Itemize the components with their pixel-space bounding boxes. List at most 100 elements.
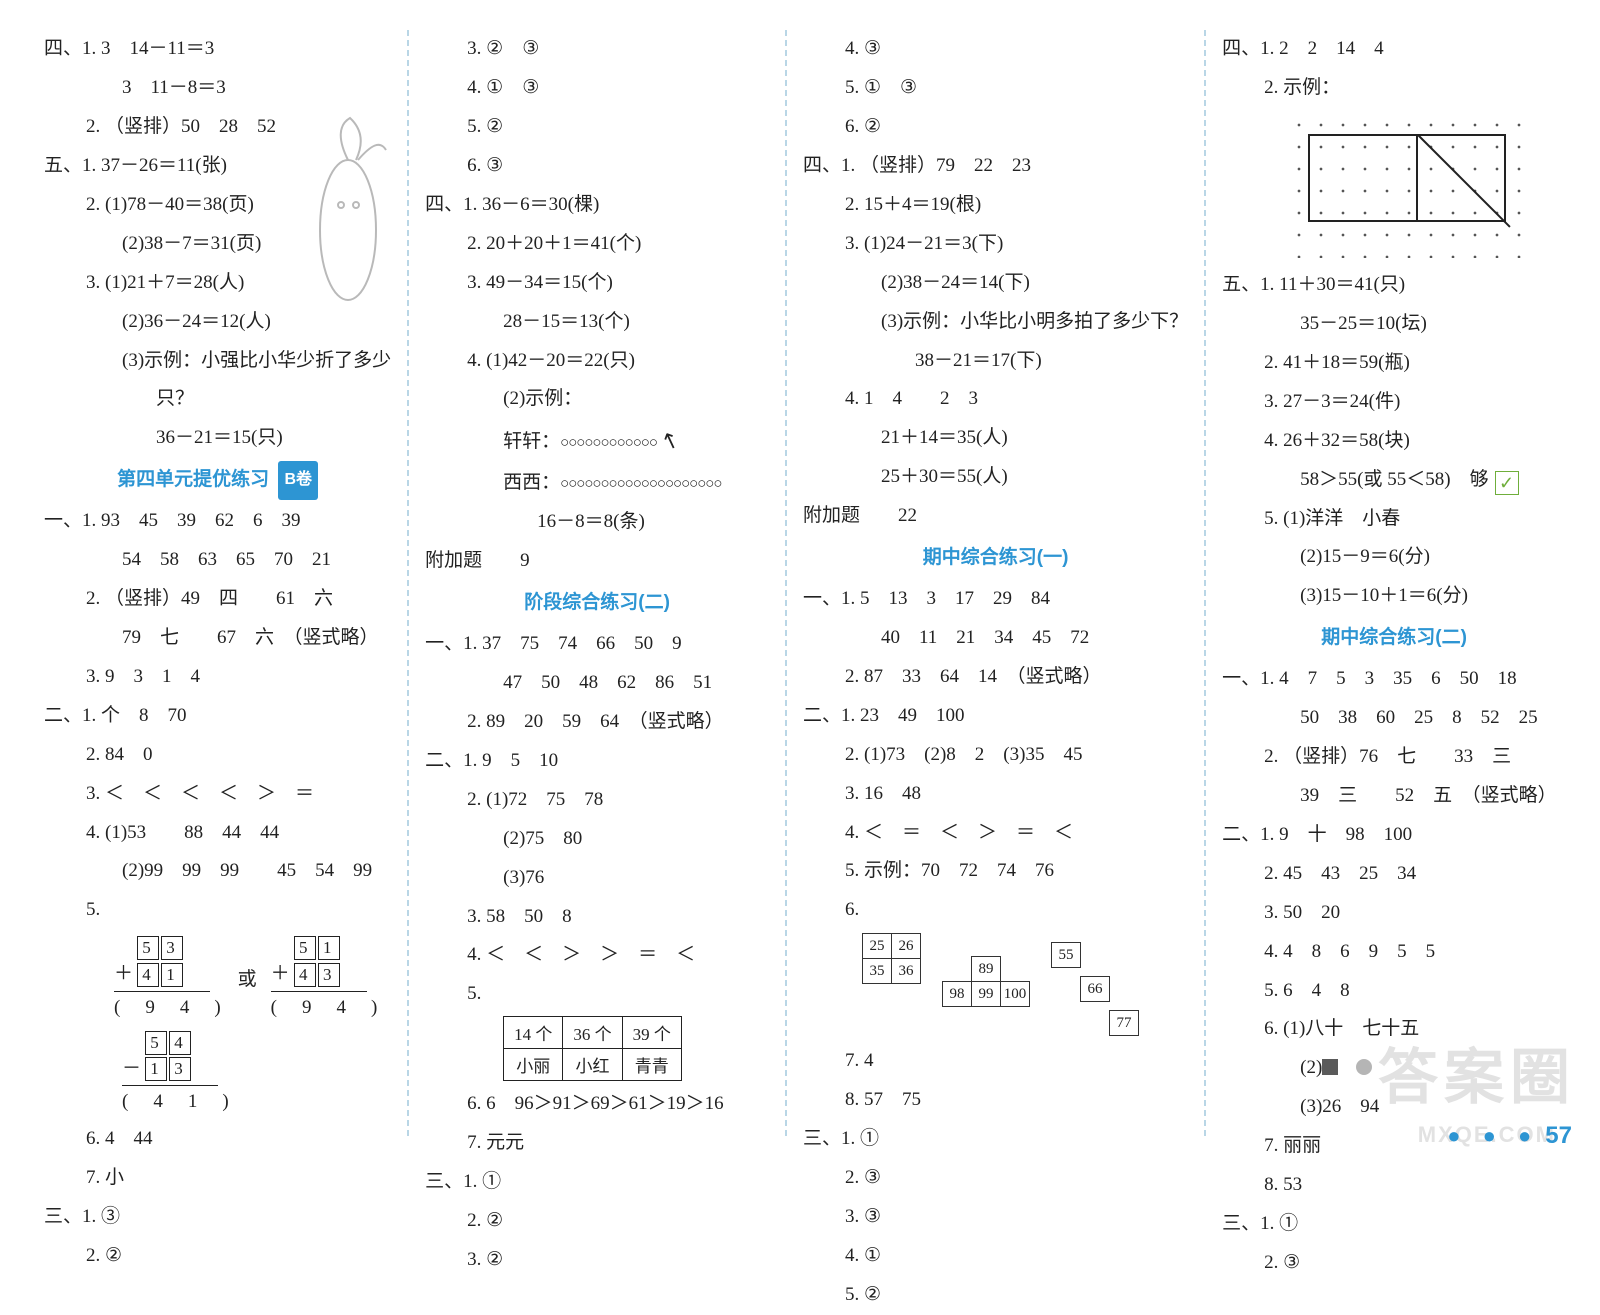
cell: 36 个 [563,1017,622,1049]
heading-text: 第四单元提优练习 [117,469,269,490]
dot-grid-shapes [1282,108,1532,258]
cell: 25 [862,933,892,959]
text: 只？ [44,380,391,419]
text: 2. （竖排）76 七 33 三 [1222,738,1566,777]
digit-box: 3 [161,936,183,960]
text: 三、1. ① [1222,1205,1566,1244]
text: 五、1. 11＋30＝41(只) [1222,266,1566,305]
text: 二、1. 9 5 10 [425,742,769,781]
digit-box: 1 [161,963,183,987]
text: 7. 4 [803,1042,1188,1081]
text: 3. (1)24－21＝3(下) [803,225,1188,264]
text: 附加题 9 [425,542,769,581]
cell: 89 [971,956,1001,982]
text: 3 11－8＝3 [44,69,391,108]
arrow-icon: ↘ [654,418,687,467]
digit-box: 5 [145,1031,167,1055]
text: (3)示例：小华比小明多拍了多少下？ [803,303,1188,342]
vertical-calc-2: 51 ＋43 ( 9 4 ) [271,934,381,1021]
text: (3)示例：小强比小华少折了多少 [44,342,391,381]
circles: ○○○○○○○○○○○○ [560,435,657,451]
digit-box: 5 [294,936,316,960]
text: 3. 49－34＝15(个) [425,264,769,303]
cell: 36 [891,958,921,984]
text: 附加题 22 [803,497,1188,536]
dots-icon: ● ● ● [1447,1123,1539,1148]
cell: 66 [1080,976,1110,1002]
column-3: 4. ③ 5. ① ③ 6. ② 四、1. （竖排）79 22 23 2. 15… [789,30,1202,1136]
badge: B卷 [278,461,318,500]
text: 2. 15＋4＝19(根) [803,186,1188,225]
text: 25＋30＝55(人) [803,458,1188,497]
text: 39 三 52 五 （竖式略） [1222,777,1566,816]
text: 2. 89 20 59 64 （竖式略） [425,703,769,742]
or-text: 或 [238,964,257,991]
vertical-calc-1: 53 ＋41 ( 9 4 ) [114,934,224,1021]
text: 2. 87 33 64 14 （竖式略） [803,658,1188,697]
text: 2. ③ [803,1159,1188,1198]
text: (2)38－24＝14(下) [803,264,1188,303]
cell: 55 [1051,942,1081,968]
digit-box: 4 [169,1031,191,1055]
cell: 青青 [622,1049,681,1081]
circle-row: 西西：○○○○○○○○○○○○○○○○○○○○ [425,464,769,503]
text: (2)示例： [425,380,769,419]
text: 2. 20＋20＋1＝41(个) [425,225,769,264]
digit-box: 4 [294,963,316,987]
carrot-illustration [308,110,398,310]
result: ( 4 1 ) [122,1089,391,1116]
cell: 26 [891,933,921,959]
text: (3)76 [425,859,769,898]
text: 2. ③ [1222,1244,1566,1283]
text: 四、1. 3 14－11＝3 [44,30,391,69]
text: 三、1. ③ [44,1198,391,1237]
text: 4. ＜ ＝ ＜ ＞ ＝ ＜ [803,814,1188,853]
check-icon: ✓ [1495,471,1519,495]
text: 3. ② ③ [425,30,769,69]
text: 4. (1)53 88 44 44 [44,814,391,853]
circle-icon [1356,1059,1372,1075]
text: 8. 57 75 [803,1081,1188,1120]
circle-row: 轩轩：○○○○○○○○○○○○↘ [425,419,769,464]
digit-box: 3 [169,1057,191,1081]
text: 5. ① ③ [803,69,1188,108]
text: 5. ② [803,1276,1188,1315]
text: 四、1. （竖排）79 22 23 [803,147,1188,186]
text: 6. ② [803,108,1188,147]
text: 一、1. 37 75 74 66 50 9 [425,625,769,664]
digit-box: 5 [137,936,159,960]
text: 7. 小 [44,1159,391,1198]
section-heading: 第四单元提优练习 B卷 [44,458,391,502]
section-heading: 期中综合练习(一) [803,536,1188,580]
column-2: 3. ② ③ 4. ① ③ 5. ② 6. ③ 四、1. 36－6＝30(棵) … [411,30,783,1136]
text: 4. ＜ ＜ ＞ ＞ ＝ ＜ [425,936,769,975]
result: ( 9 4 ) [271,995,381,1022]
text: 38－21＝17(下) [803,342,1188,381]
text: 47 50 48 62 86 51 [425,664,769,703]
text: 7. 元元 [425,1124,769,1163]
text: 3. ③ [803,1198,1188,1237]
text: 6. (1)八十 七十五 [1222,1010,1566,1049]
grid-c: 55 66 77 [1052,934,1139,1036]
grid-a: 2526 3536 [863,934,921,984]
answer-table: 14 个36 个39 个 小丽小红青青 [503,1016,682,1081]
text: 5. [44,891,391,930]
cell: 99 [971,981,1001,1007]
page: 四、1. 3 14－11＝3 3 11－8＝3 2. （竖排）50 28 52 … [0,0,1600,1166]
section-heading: 阶段综合练习(二) [425,581,769,625]
text: 4. ① [803,1237,1188,1276]
label: (2) [1300,1057,1322,1078]
section-heading: 期中综合练习(二) [1222,616,1566,660]
text: 4. 4 8 6 9 5 5 [1222,933,1566,972]
page-number: ● ● ●57 [1447,1122,1572,1150]
circles: ○○○○○○○○○○○○○○○○○○○○ [560,476,721,492]
result: ( 9 4 ) [114,995,224,1022]
shape-answer: (2) [1222,1049,1566,1088]
cell: 98 [942,981,972,1007]
text: 28－15＝13(个) [425,303,769,342]
page-number-value: 57 [1545,1122,1572,1149]
text: 3. 50 20 [1222,894,1566,933]
rectangle-shape [1308,134,1418,222]
cell: 小丽 [504,1049,563,1081]
text: 79 七 67 六 （竖式略） [44,619,391,658]
